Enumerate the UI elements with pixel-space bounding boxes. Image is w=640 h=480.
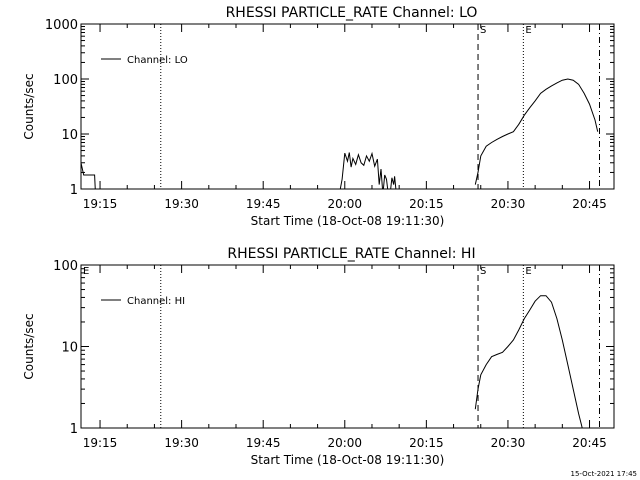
x-tick-label: 19:30 (164, 436, 199, 450)
y-tick-label: 1000 (45, 18, 78, 33)
event-marker-label: E (525, 25, 531, 36)
x-tick-label: 19:15 (83, 197, 118, 211)
y-tick-label: 1 (70, 183, 78, 198)
legend-label: Channel: LO (127, 55, 188, 66)
series-line-segment (474, 78, 599, 185)
plot-frame (80, 23, 615, 190)
y-axis-label: Counts/sec (22, 313, 36, 379)
series-line-segment (339, 151, 389, 189)
x-tick-label: 20:45 (572, 197, 607, 211)
x-axis-label: Start Time (18-Oct-08 19:11:30) (251, 214, 445, 228)
y-tick-label: 10 (61, 341, 78, 356)
event-marker-label: S (480, 25, 486, 36)
chart-title: RHESSI PARTICLE_RATE Channel: HI (227, 246, 475, 262)
y-tick-label: 100 (53, 73, 78, 88)
x-tick-label: 20:00 (327, 197, 362, 211)
x-tick-label: 19:45 (246, 197, 281, 211)
legend-label: Channel: HI (127, 296, 185, 307)
x-tick-label: 20:30 (491, 436, 526, 450)
event-marker-label: S (480, 266, 486, 277)
hi-channel-panel: RHESSI PARTICLE_RATE Channel: HI Counts/s… (22, 246, 615, 467)
chart-title: RHESSI PARTICLE_RATE Channel: LO (226, 5, 478, 21)
x-axis-label: Start Time (18-Oct-08 19:11:30) (251, 453, 445, 467)
y-tick-label: 100 (53, 259, 78, 274)
y-axis-label: Counts/sec (22, 73, 36, 139)
corner-marker-label: E (83, 266, 89, 277)
y-tick-label: 1 (70, 422, 78, 437)
event-marker-label: E (525, 266, 531, 277)
y-tick-label: 10 (61, 128, 78, 143)
series-line-segment (474, 295, 583, 428)
x-tick-label: 20:00 (327, 436, 362, 450)
timestamp-label: 15-Oct-2021 17:45 (571, 470, 637, 478)
x-tick-label: 20:45 (572, 436, 607, 450)
x-tick-label: 19:45 (246, 436, 281, 450)
x-tick-label: 20:30 (491, 197, 526, 211)
x-tick-label: 20:15 (409, 436, 444, 450)
series-line-segment (81, 162, 96, 189)
series-line-segment (390, 176, 397, 189)
lo-channel-panel: RHESSI PARTICLE_RATE Channel: LO Counts/s… (22, 5, 615, 228)
x-tick-label: 19:30 (164, 197, 199, 211)
x-tick-label: 19:15 (83, 436, 118, 450)
x-tick-label: 20:15 (409, 197, 444, 211)
